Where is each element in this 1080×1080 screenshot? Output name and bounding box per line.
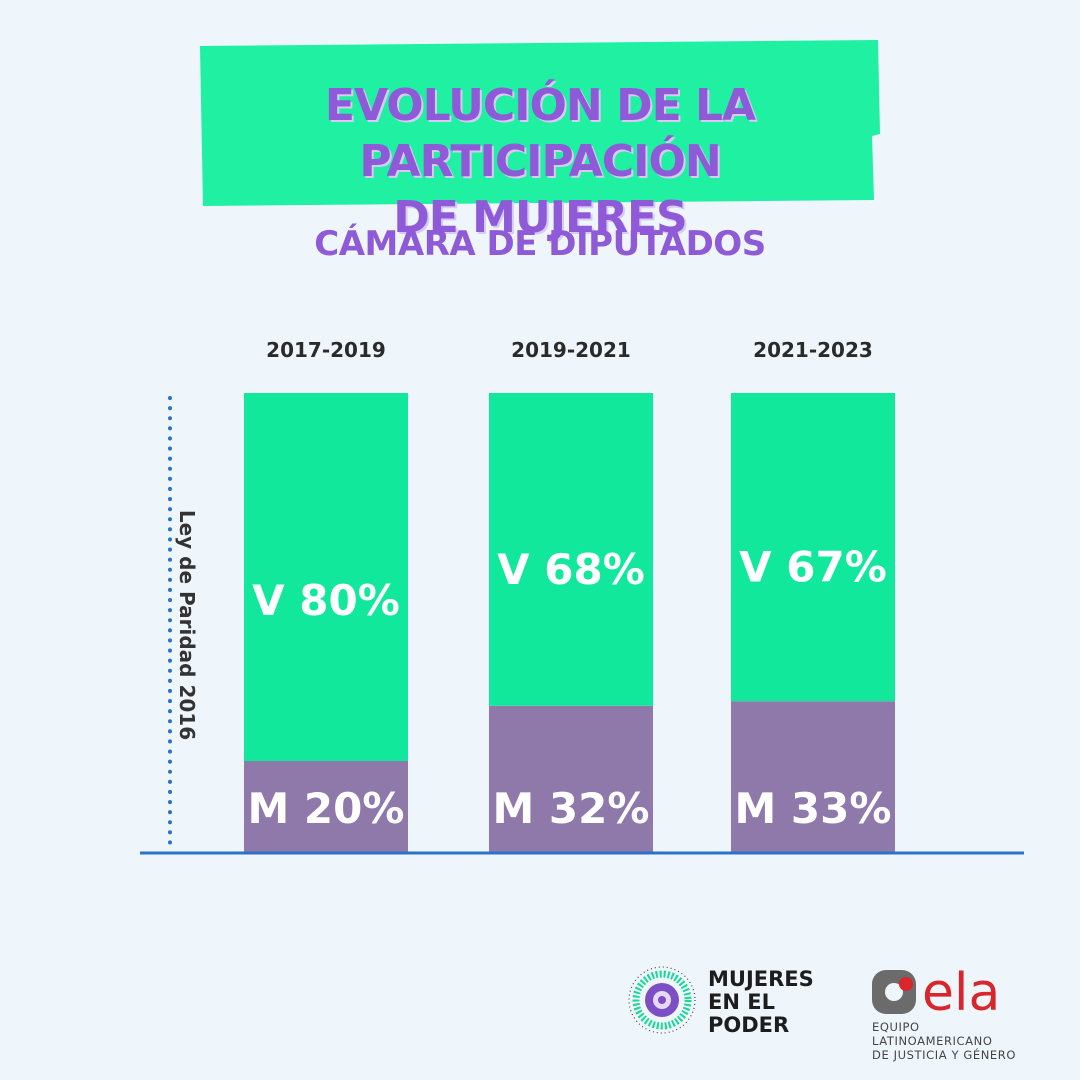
bar-v-2017-2019 [244,393,408,761]
chart-subtitle: CÁMARA DE DIPUTADOS [314,224,766,264]
category-label-2019-2021: 2019-2021 [511,338,631,362]
bar-label-m-2021-2023: M 33% [735,784,892,833]
ela-wordmark: ela [922,963,1000,1018]
mujeres-en-el-poder-text: MUJERES EN EL PODER [708,968,814,1037]
bar-m-2021-2023 [731,701,895,853]
ela-line-1: EQUIPO LATINOAMERICANO [872,1020,993,1048]
title-banner [200,40,880,206]
bar-label-v-2017-2019: V 80% [252,576,400,625]
chart-title: EVOLUCIÓN DE LA PARTICIPACIÓN DE MUJERES [200,78,880,246]
bar-label-m-2017-2019: M 20% [248,784,405,833]
bar-v-2021-2023 [731,393,895,702]
bar-label-v-2021-2023: V 67% [739,543,887,592]
mp-line-1: MUJERES [708,967,814,991]
ela-logo: ela EQUIPO LATINOAMERICANO DE JUSTICIA Y… [866,962,1036,1062]
bar-m-2017-2019 [244,761,408,853]
category-label-2017-2019: 2017-2019 [266,338,386,362]
mujeres-en-el-poder-logo: MUJERES EN EL PODER [626,962,836,1042]
ela-line-2: DE JUSTICIA Y GÉNERO [872,1048,1017,1062]
bar-label-m-2019-2021: M 32% [493,784,650,833]
title-line-2: DE MUJERES [393,192,687,243]
bar-m-2019-2021 [489,705,653,853]
bar-v-2019-2021 [489,393,653,706]
ela-tagline: EQUIPO LATINOAMERICANO DE JUSTICIA Y GÉN… [872,1020,1042,1062]
paridad-label: Ley de Paridad 2016 [175,510,199,740]
category-label-2021-2023: 2021-2023 [753,338,873,362]
mp-line-3: PODER [708,1013,790,1037]
bars-group: M 20% V 80% 2017-2019 M 32% V 68% 2019-2021 M … [244,338,895,853]
title-line-1: EVOLUCIÓN DE LA PARTICIPACIÓN [324,80,756,187]
mujeres-en-el-poder-emblem [628,966,696,1034]
ela-emblem: ela [872,963,1000,1018]
bar-label-v-2019-2021: V 68% [497,545,645,594]
mp-line-2: EN EL [708,990,775,1014]
